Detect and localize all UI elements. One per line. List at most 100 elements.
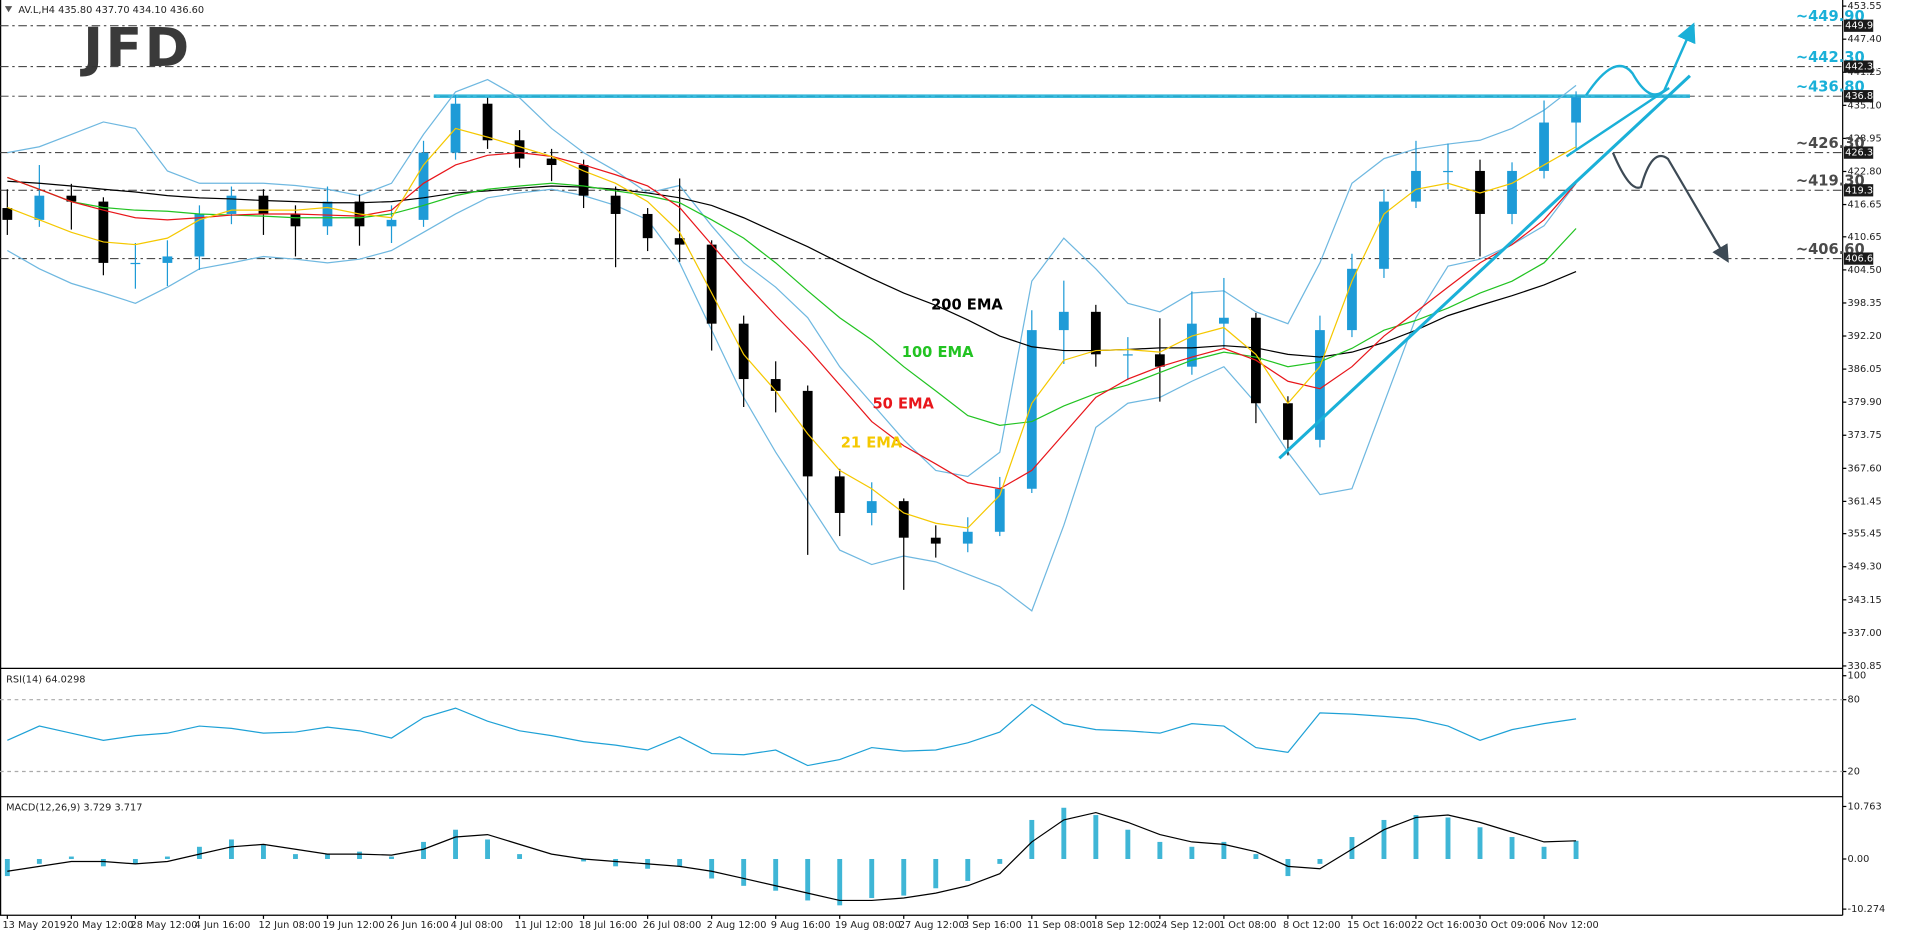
chart-title: AV.L,H4 435.80 437.70 434.10 436.60	[18, 5, 204, 16]
level-tag-box	[1843, 184, 1874, 197]
macd-bar	[709, 858, 715, 879]
ema-label: 200 EMA	[931, 296, 1003, 313]
level-tag: 419.30	[1845, 185, 1879, 196]
x-tick-label: 8 Oct 12:00	[1283, 920, 1340, 931]
candle-body	[898, 501, 909, 538]
y-tick-label: 386.05	[1848, 364, 1882, 375]
y-tick-label: 416.65	[1848, 200, 1882, 211]
macd-bar	[453, 829, 458, 859]
x-tick-label: 20 May 12:00	[66, 920, 133, 931]
candle-body	[194, 213, 205, 257]
candle-body	[162, 256, 173, 263]
macd-bar	[164, 856, 170, 859]
x-tick-label: 15 Oct 16:00	[1347, 920, 1411, 931]
y-tick-label: 435.10	[1848, 100, 1882, 111]
level-tag: 426.30	[1845, 148, 1879, 159]
macd-bar	[132, 858, 138, 864]
macd-title: MACD(12,26,9) 3.729 3.717	[6, 803, 142, 814]
macd-bar	[228, 839, 234, 859]
candle-body	[1315, 330, 1325, 440]
y-tick-label: 0.00	[1848, 854, 1870, 865]
x-tick-label: 27 Aug 12:00	[899, 920, 965, 931]
candle-body	[866, 501, 877, 513]
y-tick-label: -10.274	[1848, 904, 1886, 915]
macd-bar	[517, 854, 523, 859]
candle-body	[98, 201, 109, 263]
macd-bar	[1573, 840, 1579, 859]
macd-bar	[773, 858, 779, 891]
macd-bar	[1477, 827, 1483, 859]
bollinger-lower	[7, 182, 1577, 612]
candle-body	[1090, 311, 1101, 355]
candle-body	[1219, 317, 1229, 324]
candle-body	[1186, 323, 1197, 367]
candle-body	[386, 219, 397, 227]
y-tick-label: 373.75	[1848, 430, 1882, 441]
candle-body	[930, 537, 941, 544]
macd-bar	[261, 844, 266, 859]
ema-label: 21 EMA	[841, 435, 903, 452]
level-tag: 442.30	[1845, 62, 1879, 73]
candle-body	[290, 213, 301, 227]
x-tick-label: 12 Jun 08:00	[259, 920, 321, 931]
x-tick-label: 13 May 2019	[2, 920, 66, 931]
x-tick-label: 2 Aug 12:00	[707, 920, 767, 931]
x-tick-label: 4 Jun 16:00	[195, 920, 251, 931]
candle-body	[706, 244, 717, 324]
level-tag: 449.90	[1845, 21, 1879, 32]
x-tick-label: 6 Nov 12:00	[1539, 920, 1599, 931]
y-tick-label: 355.45	[1848, 529, 1882, 540]
annotations	[1278, 22, 1729, 460]
macd-bar	[4, 858, 10, 877]
ema-label: 100 EMA	[902, 344, 974, 361]
candle-body	[226, 195, 237, 214]
candle-body	[834, 476, 845, 513]
level-tag: 436.80	[1845, 91, 1879, 102]
y-tick-label: 20	[1848, 767, 1860, 778]
level-tag-box	[1843, 60, 1874, 73]
candle-body	[962, 531, 973, 544]
y-tick-label: 80	[1848, 695, 1860, 706]
y-tick-label: 404.50	[1848, 265, 1882, 276]
level-tag-box	[1843, 252, 1874, 265]
macd-bar	[1285, 858, 1291, 877]
y-tick-label: 379.90	[1848, 397, 1882, 408]
macd-bar	[1029, 819, 1035, 859]
y-tick-label: 453.55	[1848, 1, 1882, 12]
y-tick-label: 428.95	[1848, 133, 1882, 144]
candle-body	[642, 213, 653, 239]
candle-body	[34, 195, 45, 220]
ema-label: 50 EMA	[872, 395, 934, 412]
candle-body	[610, 195, 621, 214]
macd-bar	[1445, 817, 1451, 859]
macd-bar	[581, 858, 587, 862]
macd-bar	[100, 858, 106, 867]
candle-body	[482, 103, 493, 141]
macd-bar	[901, 858, 907, 896]
macd-bar	[1413, 815, 1419, 859]
level-tag-box	[1843, 19, 1874, 32]
y-tick-label: 441.25	[1848, 67, 1882, 78]
candle-body	[1026, 330, 1037, 489]
projection-arrow-down	[1611, 152, 1729, 263]
macd-bar	[1509, 837, 1515, 859]
macd-bar	[389, 856, 394, 859]
candle-body	[1154, 354, 1165, 367]
candle-body	[1411, 170, 1421, 202]
candle-body	[130, 262, 141, 265]
y-tick-label: 447.40	[1848, 34, 1882, 45]
macd-bar	[357, 851, 362, 859]
y-tick-label: 337.00	[1848, 628, 1882, 639]
candle-body	[2, 208, 13, 220]
candle-body	[1122, 354, 1133, 356]
ema-line	[7, 176, 1577, 426]
x-tick-label: 18 Sep 12:00	[1091, 920, 1156, 931]
macd-bar	[68, 856, 74, 859]
macd-bar	[325, 854, 330, 859]
macd-bar	[1541, 846, 1547, 859]
ema-line	[7, 180, 1577, 358]
macd-signal	[7, 811, 1577, 902]
macd-bar	[1157, 841, 1163, 859]
